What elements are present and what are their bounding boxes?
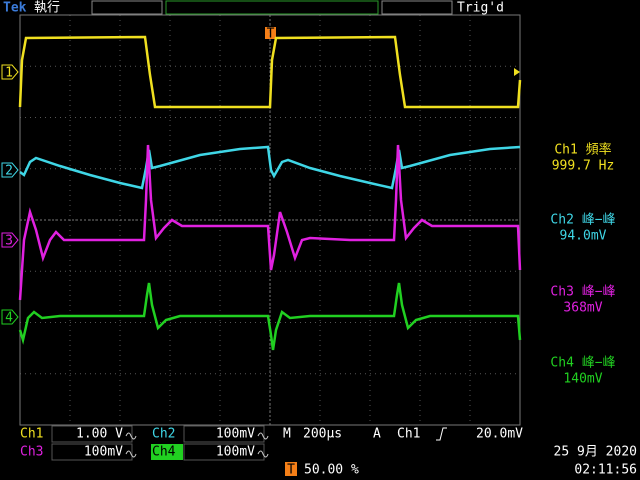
trigger-position: 50.00 %: [304, 463, 359, 478]
bw-icon: [125, 432, 137, 440]
trigger-marker-box: [285, 462, 297, 476]
date: 25 9月 2020: [554, 445, 637, 460]
trigger-level: 20.0mV: [476, 427, 523, 442]
record-bar: [91, 0, 163, 15]
measurement-value: 999.7 Hz: [552, 159, 615, 174]
channel-scale: 100mV: [216, 445, 255, 460]
channel-marker: [1, 64, 19, 80]
trigger-mode: A: [373, 427, 381, 442]
measurement-value: 94.0mV: [560, 229, 607, 244]
ch3-trace: [18, 144, 522, 301]
measurement-value: 368mV: [563, 301, 602, 316]
channel-name: Ch3: [20, 445, 43, 460]
measurement-label: Ch1 頻率: [554, 142, 611, 158]
ch1-trace: [18, 35, 522, 109]
scale-box: [51, 425, 133, 443]
trigger-source: Ch1: [397, 427, 420, 442]
timebase-label: M: [283, 427, 291, 442]
channel-marker-label: 1: [5, 66, 13, 81]
bw-icon: [125, 450, 137, 458]
ch4-trace: [18, 282, 522, 351]
bw-icon: [257, 432, 269, 440]
measurement-value: 140mV: [563, 372, 602, 387]
scale-box: [51, 443, 133, 461]
channel-scale: 100mV: [216, 427, 255, 442]
scale-box: [183, 443, 265, 461]
time: 02:11:56: [574, 463, 637, 478]
channel-name: Ch1: [20, 427, 43, 442]
channel-marker: [1, 232, 19, 248]
graticule-border: [19, 14, 521, 426]
trigger-level-marker: [514, 68, 520, 76]
measurement-label: Ch4 峰−峰: [550, 356, 615, 371]
timebase-value: 200µs: [303, 427, 342, 442]
trigger-top-marker: T: [267, 27, 275, 42]
channel-name: Ch4: [152, 445, 176, 460]
bw-icon: [257, 450, 269, 458]
measurement-label: Ch2 峰−峰: [550, 213, 615, 228]
channel-marker-label: 2: [5, 164, 13, 179]
channel-marker-label: 3: [5, 234, 13, 249]
trigger-status: Trig'd: [457, 1, 504, 16]
status: 執行: [34, 0, 60, 16]
channel-marker: [1, 309, 19, 325]
edge-icon: [436, 427, 447, 441]
channel-marker: [1, 162, 19, 178]
trigger-marker: T: [287, 463, 295, 478]
channel-scale: 1.00 V: [76, 427, 123, 442]
measurement-label: Ch3 峰−峰: [550, 285, 615, 300]
channel-scale: 100mV: [84, 445, 123, 460]
brand: Tek: [3, 1, 27, 16]
record-bar: [381, 0, 453, 15]
record-window: [165, 0, 379, 15]
channel-name: Ch2: [152, 427, 175, 442]
scale-box: [183, 425, 265, 443]
channel-marker-label: 4: [5, 311, 13, 326]
channel-box: [151, 444, 183, 460]
